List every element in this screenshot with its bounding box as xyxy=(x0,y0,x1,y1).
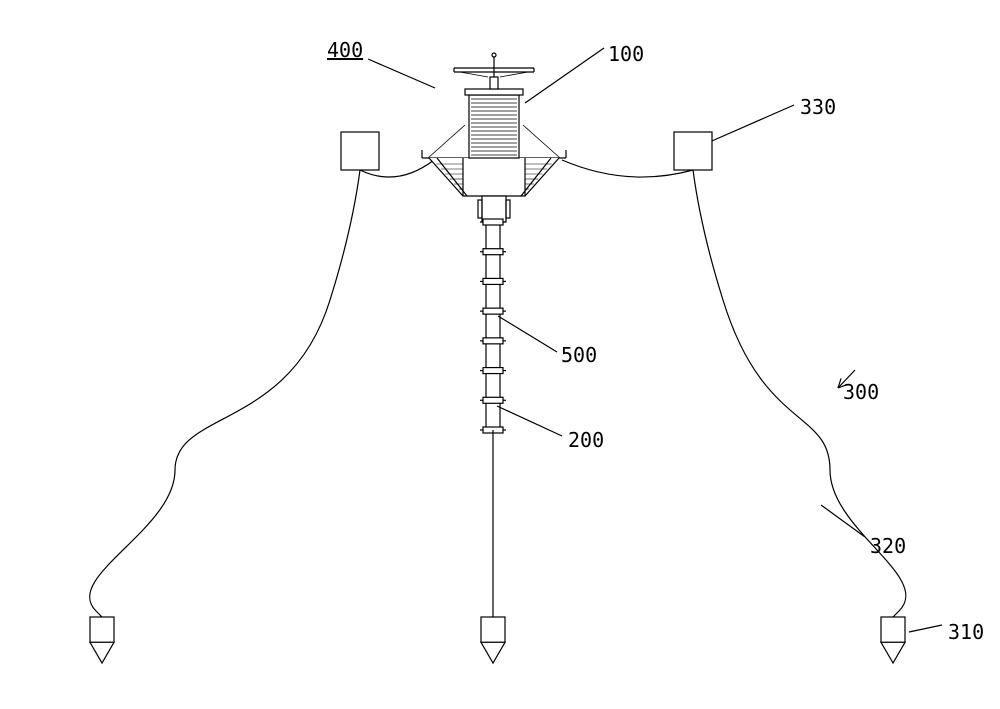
ref-label-320: 320 xyxy=(870,534,906,558)
diagram-canvas xyxy=(0,0,1000,709)
ref-label-400: 400 xyxy=(327,38,363,62)
ref-label-310: 310 xyxy=(948,620,984,644)
ref-label-200: 200 xyxy=(568,428,604,452)
ref-label-300: 300 xyxy=(843,380,879,404)
ref-label-330: 330 xyxy=(800,95,836,119)
ref-label-500: 500 xyxy=(561,343,597,367)
ref-label-100: 100 xyxy=(608,42,644,66)
